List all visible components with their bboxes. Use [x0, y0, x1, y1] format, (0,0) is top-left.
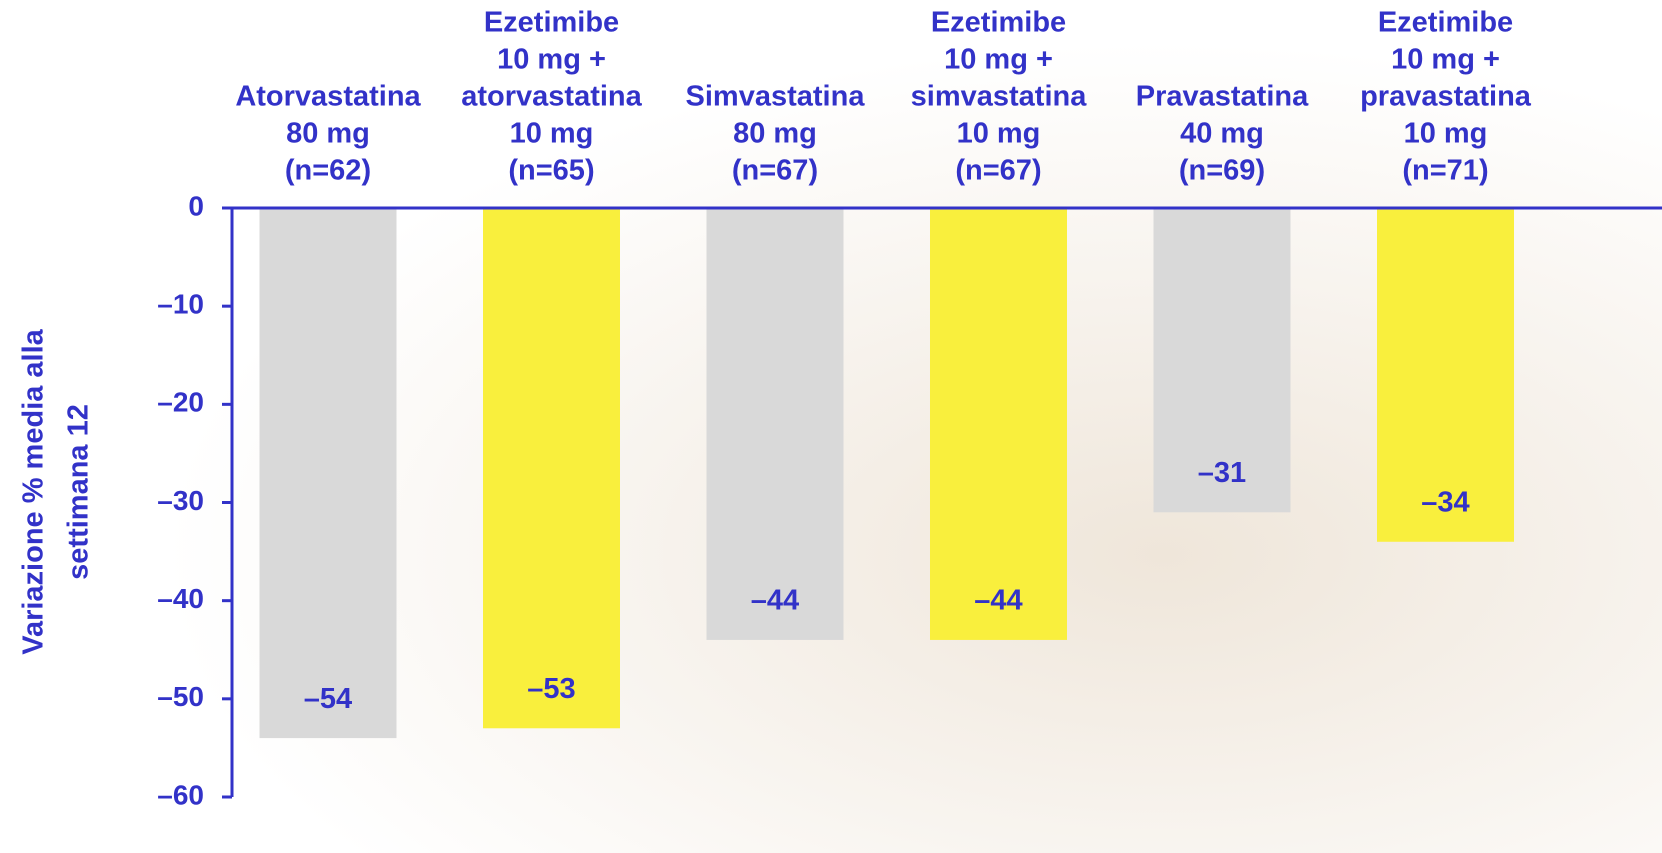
bar — [259, 208, 397, 739]
category-label: (n=67) — [955, 155, 1041, 187]
category-label: 10 mg + — [944, 44, 1053, 76]
category-label: 10 mg — [1404, 118, 1488, 150]
category-label: atorvastatina — [461, 81, 642, 113]
category-label: (n=62) — [285, 155, 371, 187]
category-label: 40 mg — [1180, 118, 1264, 150]
category-label: 10 mg + — [1391, 44, 1500, 76]
y-tick-label: 0 — [188, 190, 204, 221]
category-label: (n=71) — [1402, 155, 1488, 187]
y-axis-label: settimana 12 — [63, 404, 95, 580]
value-label: –34 — [1421, 486, 1469, 518]
y-tick-label: –50 — [157, 681, 204, 712]
bar — [706, 208, 844, 640]
value-label: –44 — [751, 585, 799, 617]
value-label: –44 — [974, 585, 1022, 617]
category-label: Pravastatina — [1136, 81, 1309, 113]
category-label: (n=67) — [732, 155, 818, 187]
category-label: 10 mg — [957, 118, 1041, 150]
category-label: simvastatina — [911, 81, 1088, 113]
y-tick-label: –10 — [157, 289, 204, 320]
bar — [1153, 208, 1291, 513]
category-label: Simvastatina — [686, 81, 866, 113]
category-label: Ezetimibe — [484, 7, 619, 39]
bar — [1377, 208, 1514, 542]
y-tick-label: –40 — [157, 583, 204, 614]
y-tick-label: –20 — [157, 387, 204, 418]
category-label: Atorvastatina — [235, 81, 421, 113]
category-label: 80 mg — [286, 118, 370, 150]
value-label: –54 — [304, 683, 352, 715]
y-tick-label: –60 — [157, 779, 204, 810]
y-axis-label: Variazione % media alla — [18, 328, 50, 654]
bar — [483, 208, 620, 729]
category-label: Ezetimibe — [931, 7, 1066, 39]
y-tick-label: –30 — [157, 485, 204, 516]
bar — [930, 208, 1067, 640]
value-label: –31 — [1198, 457, 1246, 489]
category-label: (n=69) — [1179, 155, 1265, 187]
category-label: (n=65) — [508, 155, 594, 187]
category-label: 80 mg — [733, 118, 817, 150]
value-label: –53 — [527, 673, 575, 705]
category-label: 10 mg + — [497, 44, 606, 76]
category-label: pravastatina — [1360, 81, 1532, 113]
category-label: Ezetimibe — [1378, 7, 1513, 39]
category-label: 10 mg — [510, 118, 594, 150]
